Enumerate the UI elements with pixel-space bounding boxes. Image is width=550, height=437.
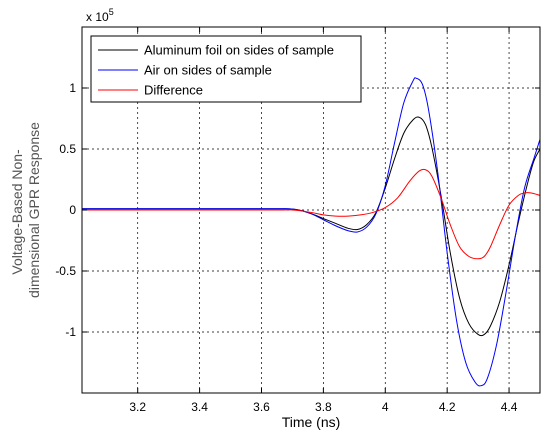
x-tick-label: 3.4 xyxy=(191,400,208,414)
legend-label: Aluminum foil on sides of sample xyxy=(144,43,334,58)
tick-labels: 3.2 3.4 3.6 3.8 4 4.2 4.4 -1 -0.5 0 0.5 1 xyxy=(55,81,517,414)
ticks xyxy=(82,27,540,393)
series-line-2 xyxy=(82,77,540,387)
x-tick-label: 3.2 xyxy=(129,400,146,414)
y-tick-label: -1 xyxy=(65,325,76,339)
x-axis-label: Time (ns) xyxy=(282,414,341,430)
y-tick-label: 0.5 xyxy=(59,142,76,156)
exponent-label: x 105 xyxy=(86,7,114,24)
y-tick-label: 0 xyxy=(69,203,76,217)
legend-entries: Aluminum foil on sides of sample Air on s… xyxy=(98,43,334,98)
y-axis-label: Voltage-Based Non- dimensional GPR Respo… xyxy=(9,122,42,298)
legend-label: Difference xyxy=(144,83,203,98)
x-tick-label: 4 xyxy=(382,400,389,414)
legend: Aluminum foil on sides of sample Air on s… xyxy=(90,35,362,103)
y-axis-label-line-2: dimensional GPR Response xyxy=(26,122,42,298)
legend-label: Air on sides of sample xyxy=(144,63,272,78)
legend-box xyxy=(90,35,362,103)
x-tick-label: 4.4 xyxy=(501,400,518,414)
x-tick-label: 3.6 xyxy=(253,400,270,414)
y-tick-label: -0.5 xyxy=(55,264,76,278)
exponent-power: 5 xyxy=(109,7,114,17)
x-tick-label: 4.2 xyxy=(439,400,456,414)
series-group xyxy=(82,77,540,387)
x-tick-label: 3.8 xyxy=(315,400,332,414)
series-line-3 xyxy=(82,168,540,260)
y-axis-label-line-1: Voltage-Based Non- xyxy=(9,149,25,275)
y-tick-label: 1 xyxy=(69,81,76,95)
